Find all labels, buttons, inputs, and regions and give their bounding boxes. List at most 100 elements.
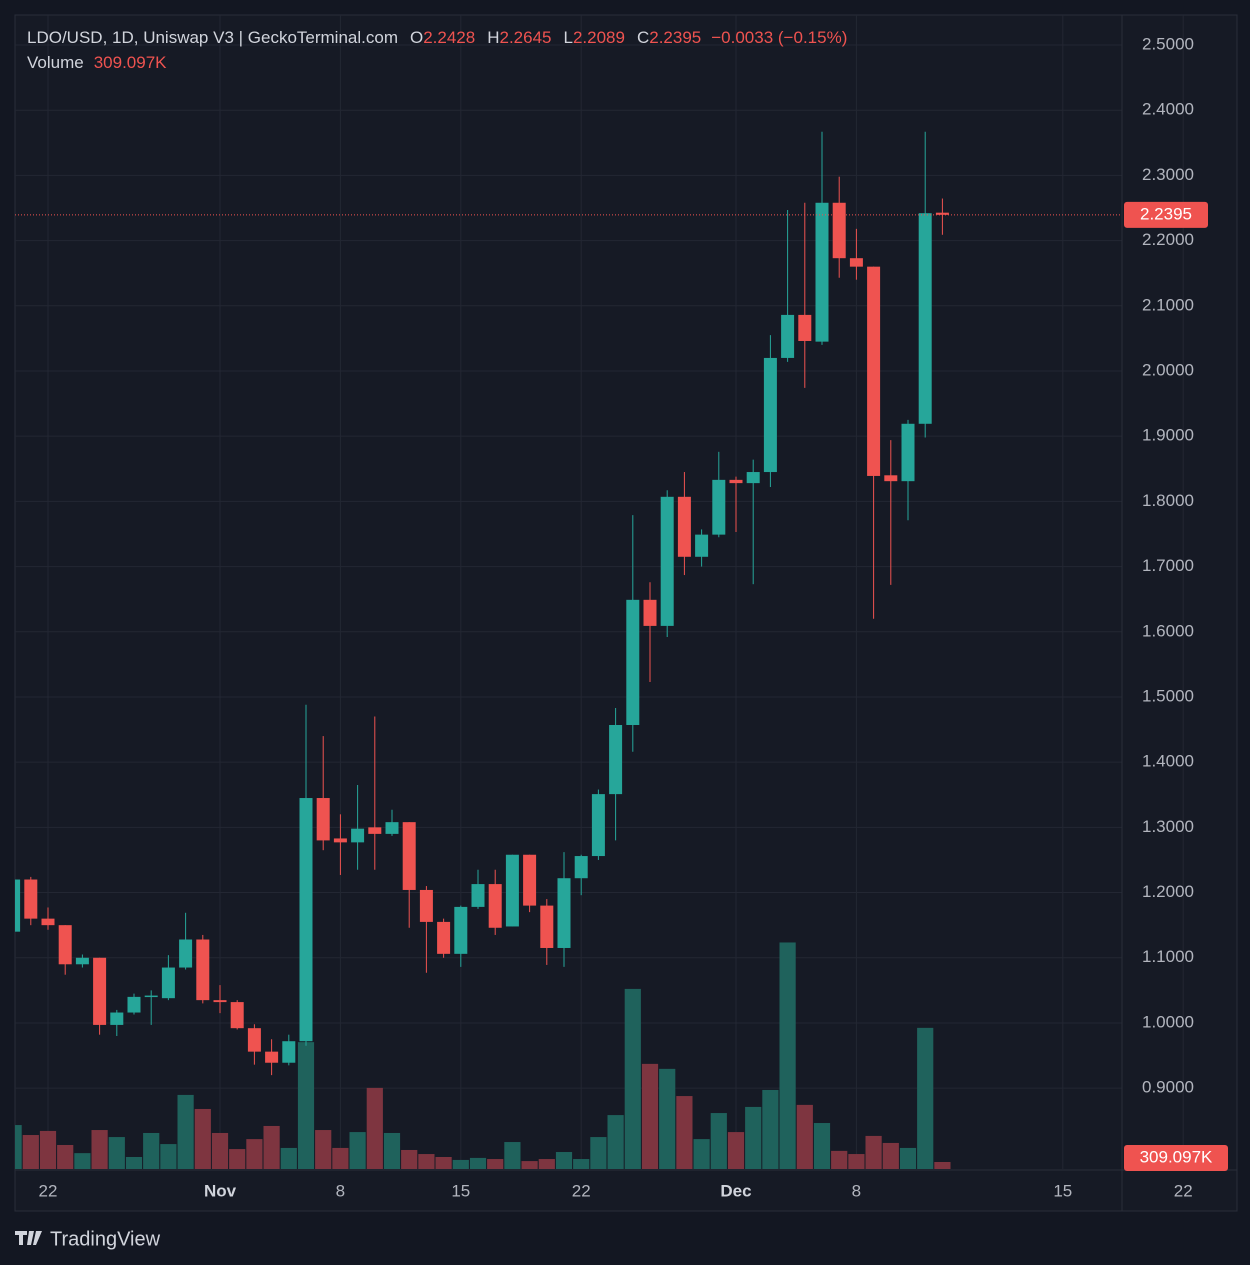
candle-body	[161, 967, 175, 999]
x-tick-label: 8	[336, 1181, 345, 1200]
y-tick-label: 2.4000	[1142, 100, 1194, 119]
candle-body	[351, 828, 365, 843]
title: LDO/USD, 1D, Uniswap V3 | GeckoTerminal.…	[27, 28, 398, 47]
brand: TradingView	[15, 1228, 161, 1250]
candle-body	[265, 1051, 279, 1063]
candle-body	[712, 479, 726, 535]
last-volume-box	[1124, 1145, 1228, 1171]
candle-body	[591, 794, 605, 857]
candle-body	[316, 798, 330, 841]
volume-bar	[366, 1087, 383, 1169]
candle-body	[677, 496, 691, 557]
x-tick-label: 22	[572, 1181, 591, 1200]
volume-bar	[762, 1089, 779, 1169]
y-tick-label: 1.1000	[1142, 947, 1194, 966]
x-tick-label: 22	[1174, 1181, 1193, 1200]
x-tick-label: Dec	[720, 1181, 751, 1200]
candle-body	[746, 472, 760, 484]
candle-body	[918, 213, 932, 424]
volume-bar	[607, 1115, 624, 1169]
candle-body	[832, 202, 846, 259]
high-value: 2.2645	[500, 28, 552, 47]
volume-bar	[229, 1149, 246, 1169]
candle-body	[523, 854, 537, 906]
volume-bar	[779, 942, 796, 1169]
candle-body	[454, 906, 468, 954]
candle-body	[196, 939, 210, 1001]
y-tick-label: 0.9000	[1142, 1078, 1194, 1097]
volume-bar	[15, 1125, 22, 1169]
x-tick-label: 8	[852, 1181, 861, 1200]
volume-bar	[401, 1149, 418, 1169]
volume-bar	[917, 1027, 934, 1169]
candle-body	[660, 496, 674, 626]
candle-body	[419, 889, 433, 922]
candle-body	[884, 475, 898, 482]
volume-bar	[831, 1150, 848, 1169]
y-tick-label: 2.0000	[1142, 360, 1194, 379]
candle-body	[574, 856, 588, 879]
candle-body	[505, 854, 519, 927]
volume-bar	[504, 1142, 521, 1169]
candle-body	[763, 357, 777, 473]
candle-body	[557, 878, 571, 948]
volume-bar	[659, 1068, 676, 1169]
y-tick-label: 1.4000	[1142, 752, 1194, 771]
volume-bar	[297, 1042, 315, 1169]
candle-body	[75, 957, 89, 965]
volume-legend: Volume 309.097K	[27, 53, 167, 72]
last-volume-label: 309.097K	[1140, 1147, 1213, 1166]
volume-bar	[934, 1161, 951, 1169]
brand-logo	[15, 1231, 42, 1245]
candle-body	[643, 599, 657, 626]
volume-value: 309.097K	[94, 53, 167, 72]
volume-name: Volume	[27, 53, 84, 72]
y-tick-label: 1.3000	[1142, 817, 1194, 836]
volume-bar	[899, 1147, 917, 1169]
y-tick-label: 2.5000	[1142, 34, 1194, 53]
y-tick-label: 1.8000	[1142, 491, 1194, 510]
volume-bar	[315, 1130, 332, 1169]
candle-body	[282, 1041, 296, 1063]
volume-bar	[435, 1156, 452, 1169]
volume-bar	[538, 1159, 555, 1169]
volume-bar	[487, 1159, 504, 1169]
y-tick-label: 1.7000	[1142, 556, 1194, 575]
candle-body	[609, 725, 623, 795]
candle-body	[935, 212, 949, 215]
volume-bar	[177, 1094, 194, 1169]
candle-body	[901, 423, 915, 482]
candle-body	[540, 905, 554, 948]
y-tick-label: 1.5000	[1142, 686, 1194, 705]
candle-body	[247, 1028, 261, 1052]
legend-header: LDO/USD, 1D, Uniswap V3 | GeckoTerminal.…	[27, 28, 847, 47]
volume-bar	[143, 1132, 160, 1169]
volume-bar	[125, 1156, 143, 1169]
volume-bar	[882, 1142, 899, 1169]
candle-body	[488, 884, 502, 928]
x-tick-label: 15	[1053, 1181, 1072, 1200]
candle-body	[626, 599, 640, 726]
last-price-box	[1124, 201, 1208, 228]
candle-body	[230, 1002, 244, 1029]
volume-bar	[418, 1154, 435, 1169]
volume-bar	[865, 1135, 882, 1169]
candle-body	[368, 827, 382, 834]
volume-bar	[573, 1159, 590, 1169]
volume-bar	[745, 1106, 762, 1169]
close-value: 2.2395	[649, 28, 701, 47]
volume-bar	[676, 1096, 693, 1169]
volume-bar	[280, 1147, 297, 1169]
y-tick-label: 1.6000	[1142, 621, 1194, 640]
volume-bar	[246, 1139, 263, 1169]
candle-body	[849, 258, 863, 267]
volume-bar	[57, 1144, 74, 1169]
volume-bar	[211, 1132, 229, 1169]
volume-bar	[590, 1137, 607, 1169]
candle-body	[110, 1012, 124, 1025]
candle-body	[179, 939, 193, 968]
change: −0.0033 (−0.15%)	[711, 28, 847, 47]
volume-bar	[39, 1130, 57, 1169]
volume-bar	[108, 1137, 125, 1169]
open-value: 2.2428	[423, 28, 475, 47]
